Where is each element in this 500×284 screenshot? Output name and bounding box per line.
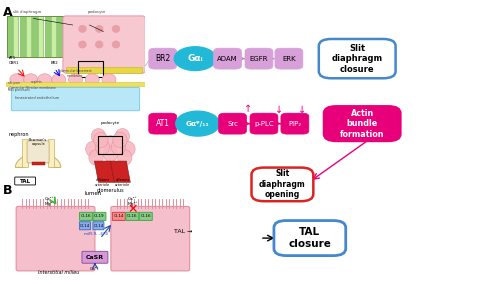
FancyBboxPatch shape [245, 48, 273, 69]
FancyBboxPatch shape [218, 113, 246, 134]
Text: Src: Src [227, 121, 238, 127]
Text: ERK: ERK [282, 56, 296, 62]
Circle shape [176, 111, 220, 136]
Text: ↑: ↑ [244, 105, 252, 114]
Text: AT1: AT1 [156, 119, 170, 128]
FancyBboxPatch shape [214, 48, 242, 69]
Circle shape [174, 47, 216, 70]
FancyBboxPatch shape [281, 113, 309, 134]
Text: PIP₂: PIP₂ [288, 121, 302, 127]
Text: EGFR: EGFR [250, 56, 268, 62]
FancyBboxPatch shape [149, 48, 176, 69]
FancyBboxPatch shape [324, 106, 400, 141]
Text: Actin
bundle
formation: Actin bundle formation [340, 109, 384, 139]
FancyBboxPatch shape [319, 39, 396, 78]
Text: Slit
diaphragm
opening: Slit diaphragm opening [259, 170, 306, 199]
Text: Slit
diaphragm
closure: Slit diaphragm closure [332, 44, 383, 74]
FancyBboxPatch shape [274, 221, 345, 256]
Text: ↓: ↓ [276, 105, 283, 114]
Text: Gαᵢ: Gαᵢ [188, 54, 203, 63]
FancyBboxPatch shape [149, 113, 176, 134]
FancyBboxPatch shape [252, 168, 314, 201]
Text: TAL
closure: TAL closure [288, 227, 332, 249]
Text: BR2: BR2 [155, 54, 170, 63]
FancyBboxPatch shape [250, 113, 278, 134]
Text: ADAM: ADAM [217, 56, 238, 62]
Text: A: A [3, 6, 13, 19]
Text: p-PLC: p-PLC [254, 121, 274, 127]
Text: ↓: ↓ [298, 105, 306, 114]
FancyBboxPatch shape [275, 48, 303, 69]
Text: Gαᵠ/₁₁: Gαᵠ/₁₁ [186, 121, 210, 127]
Text: B: B [3, 184, 13, 197]
